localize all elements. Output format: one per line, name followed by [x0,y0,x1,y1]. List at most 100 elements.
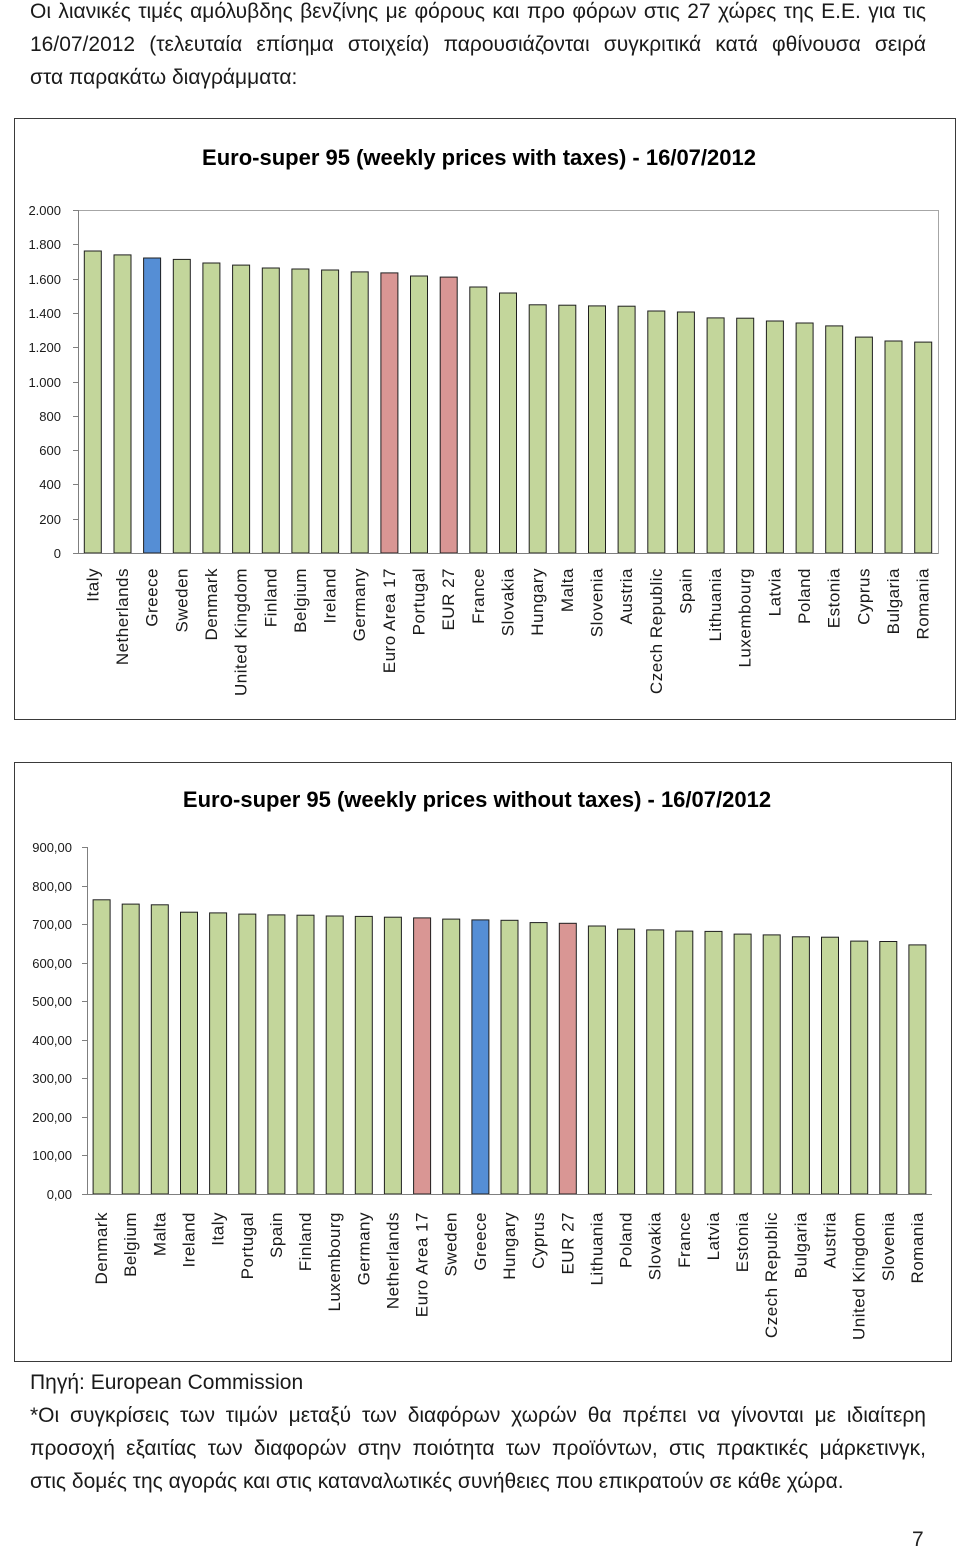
bar-belgium [121,903,140,1195]
y-tick-label: 800,00 [32,879,72,894]
y-tick-label: 600 [39,443,61,458]
x-tick-label-estonia: Estonia [825,568,844,628]
bar-bulgaria [791,936,810,1195]
y-tick-label: 400 [39,477,61,492]
bar-germany [354,915,373,1195]
x-tick-label-italy: Italy [209,1212,228,1246]
bar-slovenia [879,941,898,1195]
x-tick-label-bulgaria: Bulgaria [884,568,903,634]
bar-slovakia [499,292,517,554]
note-line-2: προσοχή εξαιτίας των διαφορών στην ποιότ… [30,1437,926,1460]
bar-france [675,930,694,1195]
x-tick-label-portugal: Portugal [238,1212,257,1279]
bar-latvia [765,320,784,554]
bar-greece [471,919,490,1195]
x-tick-label-belgium: Belgium [291,568,310,633]
bar-malta [150,904,169,1195]
bar-eur-27 [558,922,577,1195]
bar-malta [558,304,577,554]
x-tick-label-cyprus: Cyprus [529,1212,548,1269]
x-tick-label-eur-27: EUR 27 [439,568,458,631]
chart-title: Euro-super 95 (weekly prices without tax… [182,787,772,812]
x-tick-label-hungary: Hungary [528,568,547,636]
x-tick-label-denmark: Denmark [202,568,221,640]
bar-luxembourg [736,317,755,554]
intro-line-1: Οι λιανικές τιμές αμόλυβδης βενζίνης με … [30,0,926,23]
bar-sweden [442,918,461,1195]
x-tick-label-eur-27: EUR 27 [558,1212,577,1275]
bar-luxembourg [325,915,344,1195]
bar-euro-area-17 [380,272,399,554]
y-tick-label: 700,00 [32,917,72,932]
x-tick-label-belgium: Belgium [121,1212,140,1277]
note-line-3: στις δομές της αγοράς και στις καταναλωτ… [30,1470,844,1493]
source-line: Πηγή: European Commission [30,1371,304,1394]
bar-denmark [202,262,221,554]
bar-chart-with-taxes: Italy Netherlands Greece Sweden Denmark Unite… [28,203,939,696]
x-tick-label-denmark: Denmark [92,1212,111,1284]
x-tick-label-netherlands: Netherlands [113,568,132,665]
x-tick-label-germany: Germany [350,568,369,641]
bar-finland [261,267,280,554]
note-line-1: *Οι συγκρίσεις των τιμών μεταξύ των διαφ… [30,1404,926,1427]
bar-austria [821,936,839,1195]
y-tick-label: 1.400 [28,306,61,321]
y-tick-label: 1.000 [28,375,61,390]
bar-united-kingdom [850,940,869,1195]
bar-bulgaria [884,340,903,554]
x-tick-label-euro-area-17: Euro Area 17 [380,568,399,673]
page-number: 7 [912,1528,924,1551]
bar-czech-republic [762,934,781,1195]
x-tick-label-austria: Austria [617,568,636,624]
intro-line-3: στα παρακάτω διαγράμματα: [30,66,298,89]
intro-line-2: 16/07/2012 (τελευταία επίσημα στοιχεία) … [30,33,926,56]
bar-poland [617,928,636,1195]
chart-with-taxes: Italy Netherlands Greece Sweden Denmark Unite… [14,118,956,720]
bar-romania [908,944,927,1195]
bar-cyprus [854,336,873,554]
x-tick-label-greece: Greece [143,568,162,627]
x-tick-label-sweden: Sweden [172,568,191,632]
bar-ireland [321,269,340,554]
x-tick-label-united-kingdom: United Kingdom [232,568,251,696]
x-tick-label-poland: Poland [617,1212,636,1268]
bar-hungary [528,304,547,554]
bar-austria [617,305,636,554]
x-tick-label-latvia: Latvia [704,1212,723,1260]
bar-ireland [180,911,198,1195]
y-tick-label: 100,00 [32,1148,72,1163]
x-tick-label-slovenia: Slovenia [879,1212,898,1281]
x-tick-label-ireland: Ireland [321,568,340,623]
x-tick-label-germany: Germany [354,1212,373,1285]
bar-lithuania [587,925,606,1195]
bar-spain [267,914,286,1195]
x-tick-label-luxembourg: Luxembourg [736,568,755,668]
x-tick-label-greece: Greece [471,1212,490,1271]
x-tick-label-united-kingdom: United Kingdom [850,1212,869,1340]
x-tick-label-portugal: Portugal [410,568,429,635]
x-tick-label-finland: Finland [261,568,280,627]
chart-title: Euro-super 95 (weekly prices with taxes)… [202,145,756,170]
bar-italy [83,250,102,554]
bar-eur-27 [439,276,458,554]
x-tick-label-slovakia: Slovakia [646,1212,665,1280]
y-tick-label: 1.800 [28,237,61,252]
x-tick-label-poland: Poland [795,568,814,624]
y-tick-label: 0 [54,546,61,561]
x-tick-label-czech-republic: Czech Republic [647,568,666,694]
bar-cyprus [529,922,548,1195]
bar-poland [795,322,814,554]
x-tick-label-italy: Italy [83,568,102,602]
x-tick-label-finland: Finland [296,1212,315,1271]
bar-portugal [410,275,428,554]
x-tick-label-luxembourg: Luxembourg [325,1212,344,1312]
bar-estonia [733,933,752,1195]
y-tick-label: 200,00 [32,1110,72,1125]
y-tick-label: 400,00 [32,1033,72,1048]
x-tick-label-ireland: Ireland [180,1212,199,1267]
y-tick-label: 1.600 [28,272,61,287]
bar-portugal [238,913,257,1195]
bar-germany [350,271,369,554]
x-tick-label-slovakia: Slovakia [499,568,518,636]
bar-netherlands [383,916,402,1195]
